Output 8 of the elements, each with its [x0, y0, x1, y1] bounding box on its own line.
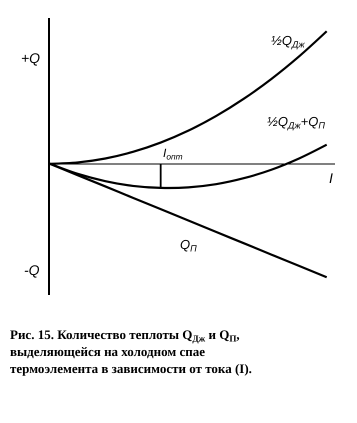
text: Рис. 15. Количество теплоты Q$_{Дж}$ и Q$_{П}$, выделяющейся на холодном спае термоэлемента в зависимости от тока (I). [10, 327, 252, 376]
text: +Q [21, 50, 40, 66]
annotation: I$_{опт}$ [163, 146, 183, 162]
series-label: ½Q$_{Дж}$+Q$_{П}$ [267, 114, 326, 131]
series-label: ½Q$_{Дж}$ [271, 33, 306, 50]
x-axis-title: I [329, 170, 333, 186]
series-label: Q$_{П}$ [180, 237, 198, 254]
text: -Q [24, 262, 40, 278]
